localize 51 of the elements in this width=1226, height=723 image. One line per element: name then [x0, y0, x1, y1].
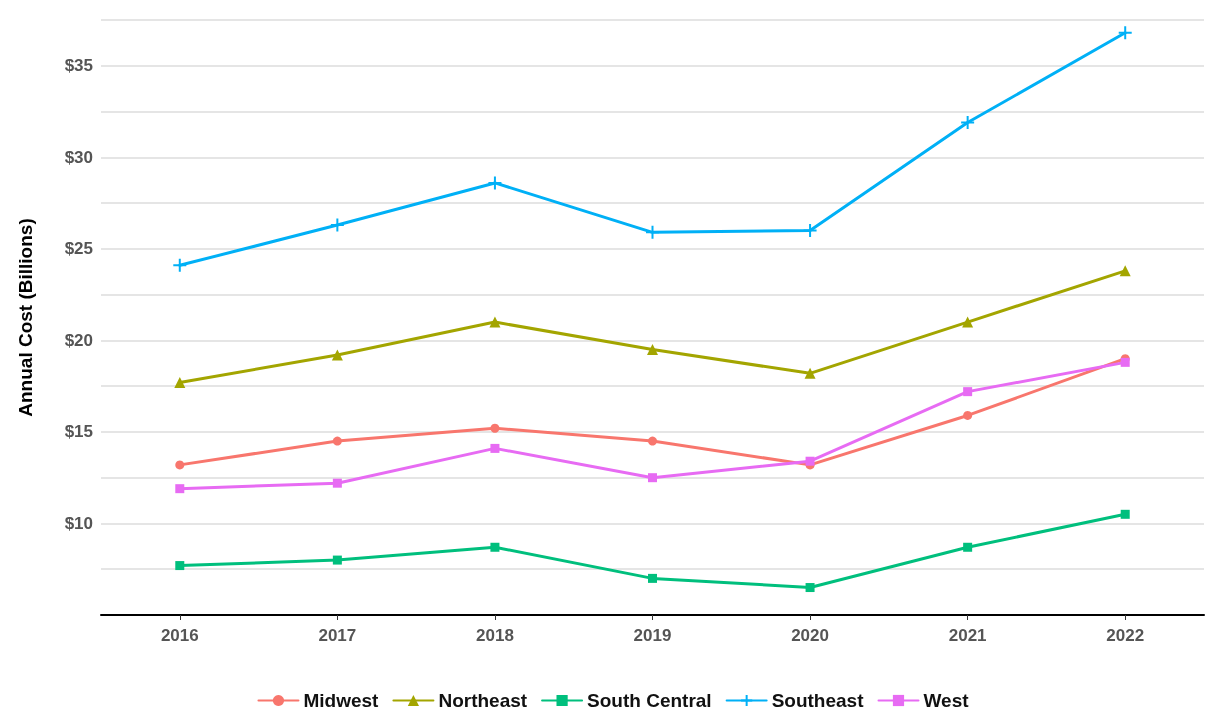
point [804, 367, 816, 379]
point [172, 257, 188, 273]
x-tick-label: 2019 [633, 626, 672, 645]
point [331, 349, 343, 361]
y-tick-label: $20 [64, 330, 93, 350]
y-tick-label: $25 [64, 239, 93, 259]
point [962, 316, 974, 328]
legend-label: South Central [587, 690, 712, 711]
y-tick-label: $35 [64, 56, 93, 76]
y-tick-label: $10 [64, 513, 93, 533]
legend-label: Southeast [771, 690, 865, 711]
point [332, 478, 342, 488]
point [963, 387, 973, 397]
point [490, 542, 500, 552]
point [1119, 265, 1131, 277]
point [647, 344, 658, 356]
point [1117, 25, 1133, 41]
point [960, 115, 976, 131]
point [802, 223, 818, 239]
point [490, 423, 500, 433]
point [175, 460, 185, 470]
point [487, 175, 503, 191]
point [805, 583, 815, 593]
point [332, 436, 342, 446]
legend-label: Midwest [303, 690, 380, 711]
x-tick-label: 2022 [1106, 626, 1145, 645]
x-tick-label: 2021 [948, 626, 987, 645]
point [648, 573, 657, 583]
point [174, 376, 186, 388]
point [490, 443, 500, 453]
point [648, 473, 657, 483]
y-tick-label: $30 [64, 147, 93, 167]
x-tick-label: 2018 [476, 626, 514, 645]
point [175, 484, 185, 494]
x-tick-label: 2016 [160, 626, 199, 645]
legend-label: Northeast [438, 690, 528, 711]
x-tick-label: 2017 [318, 626, 357, 645]
y-axis-title: Annual Cost (Billions) [15, 218, 36, 417]
point [329, 217, 345, 233]
point [489, 316, 501, 328]
point [175, 561, 185, 571]
x-tick-label: 2020 [791, 626, 829, 645]
point [648, 436, 657, 446]
point [963, 542, 973, 552]
y-tick-label: $15 [64, 422, 93, 442]
point [805, 456, 815, 466]
point [645, 224, 660, 240]
legend-label: West [923, 690, 970, 711]
point [332, 555, 342, 565]
point [1120, 509, 1130, 519]
point [963, 410, 973, 420]
